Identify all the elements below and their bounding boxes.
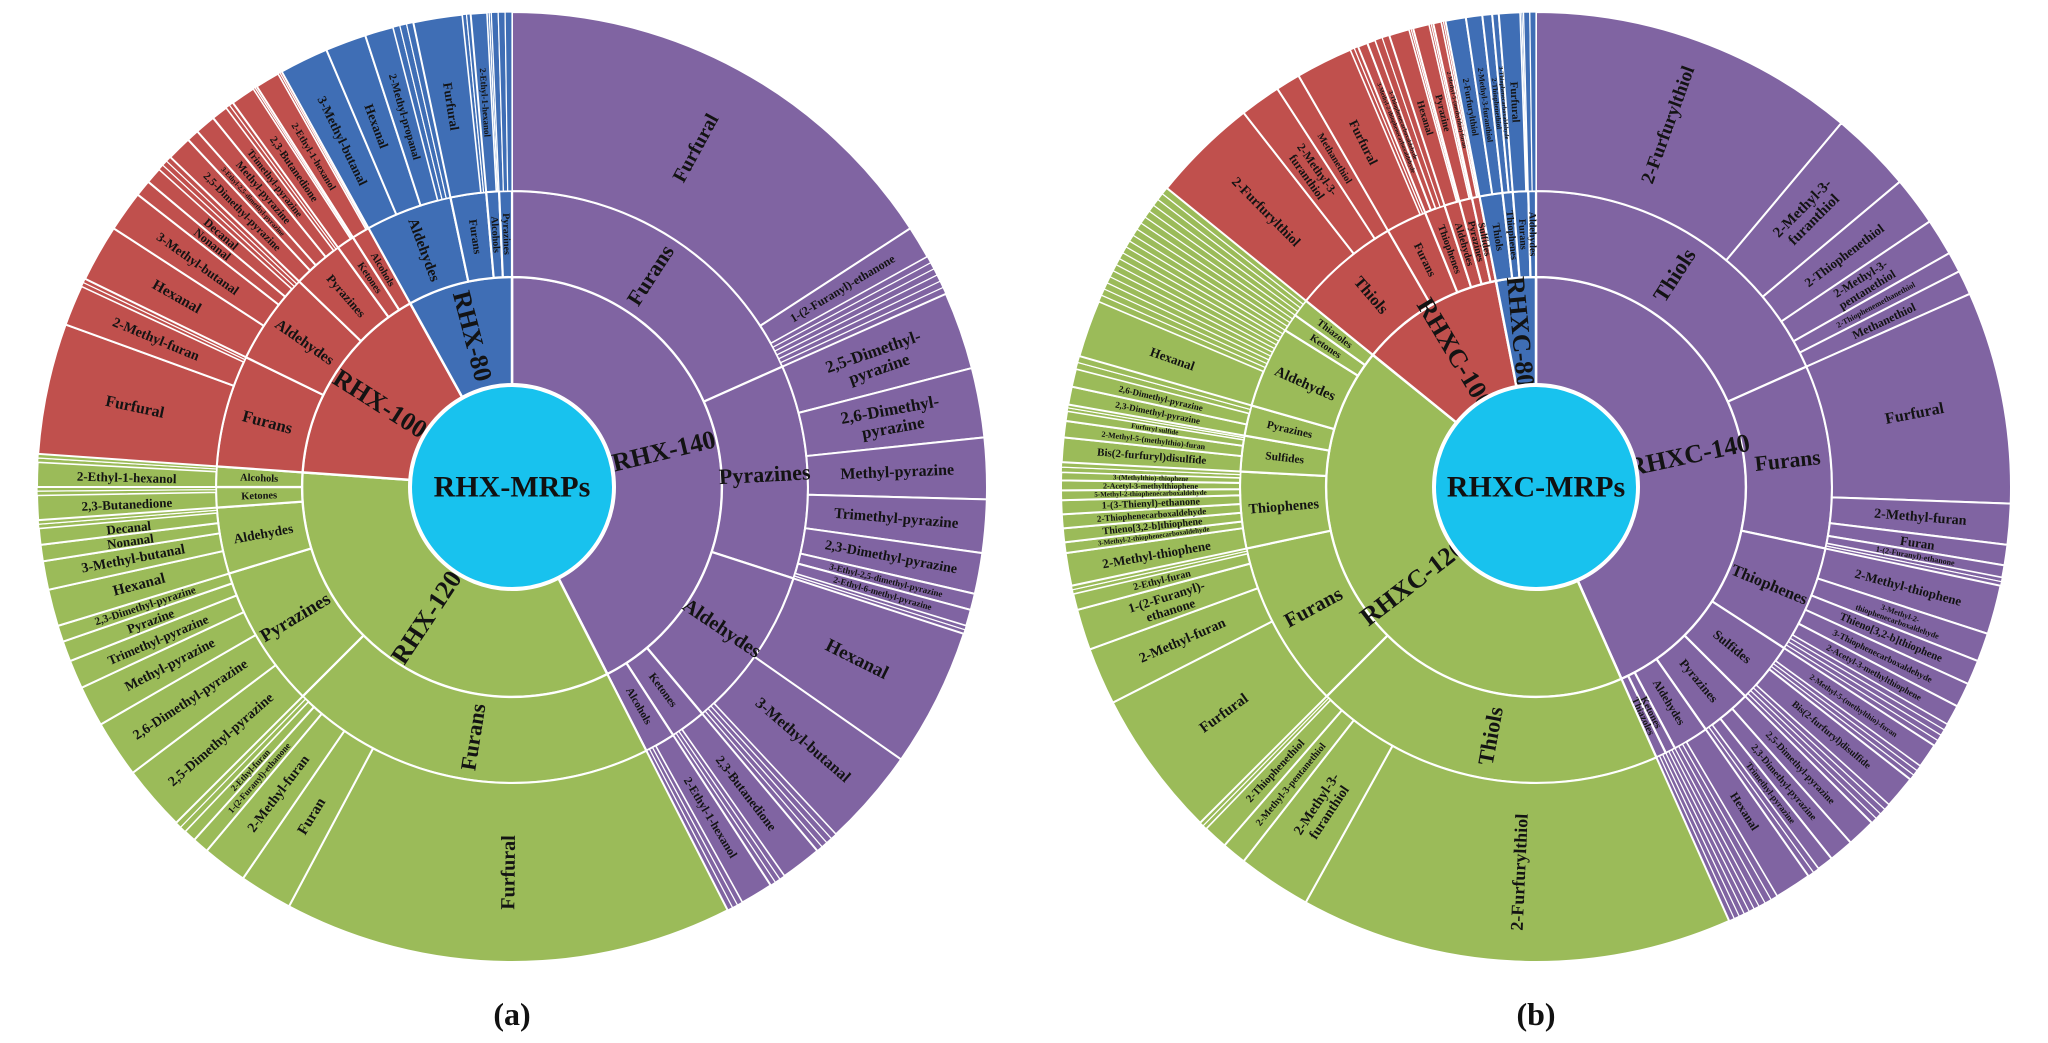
slice-label: Methyl-pyrazine — [840, 461, 954, 482]
hub-circle — [408, 383, 616, 591]
slice-label: Furan — [1899, 532, 1936, 552]
slice-label: 2-Ethyl-1-hexanol — [77, 468, 177, 486]
sunburst-chart-b: RHXC-140 Thiols 2-Furfurylthiol 2-Methyl-3-… — [1024, 0, 2048, 1043]
slice-label: 2-Acetyl-3-methylthiophene — [1103, 481, 1199, 490]
slice-label: Thiophenes — [1504, 210, 1520, 260]
slice-label: Thiols — [1490, 222, 1505, 252]
sunburst-slice — [1529, 11, 1537, 192]
slice-label: Pyrazines — [501, 213, 513, 255]
slice-label: 2-Methyl-furan — [1874, 506, 1968, 528]
sunburst-chart-a: RHX-140 Furans Furfural 1-(2-Furanyl)-ethan… — [35, 10, 988, 1032]
slice-label: Furans — [1516, 219, 1529, 250]
hub-circle — [1432, 383, 1640, 591]
slice-label: Nonanal — [106, 530, 155, 551]
slice-label: Decanal — [106, 517, 152, 537]
sunburst-svg-b: RHXC-140Thiols2-Furfurylthiol2-Methyl-3-… — [1060, 10, 2012, 963]
hub-label: RHXC-MRPs — [1447, 471, 1625, 504]
hub-label: RHX-MRPs — [434, 471, 591, 504]
slice-label: 2-Ethyl-1-hexanol — [478, 68, 493, 138]
chart-caption-b: (b) — [1516, 996, 1556, 1032]
slice-label: Furans — [466, 219, 483, 256]
sunburst-slice — [287, 747, 729, 963]
sunburst-svg-a: RHX-140FuransFurfural1-(2-Furanyl)-ethan… — [35, 10, 988, 963]
chart-caption-a: (a) — [493, 996, 531, 1032]
slice-label: 3-(Methylthio)-thiophene — [1113, 473, 1189, 483]
slice-label: Ketones — [241, 490, 277, 502]
slice-label: Thiophenes — [1248, 496, 1320, 518]
slice-label: 1-(3-Thienyl)-ethanone — [1101, 496, 1200, 511]
slice-label: Alcohols — [489, 216, 502, 253]
sunburst-slice — [504, 11, 513, 192]
sunburst-slice — [1304, 744, 1731, 963]
slice-label: Furfural — [497, 835, 520, 910]
slice-label: Furfural — [1507, 81, 1521, 123]
slice-label: Alcohols — [240, 472, 278, 484]
slice-label: 5-Methyl-2-thiophenecarboxaldehyde — [1094, 489, 1207, 499]
slice-label: Aldehydes — [1527, 212, 1539, 257]
sunburst-slice — [1535, 10, 1843, 262]
slice-label: Sulfides — [1265, 450, 1305, 466]
sunburst-slice — [511, 10, 912, 328]
slice-label: Pyrazines — [718, 459, 811, 489]
slice-label: 2,3-Butanedione — [81, 494, 172, 513]
